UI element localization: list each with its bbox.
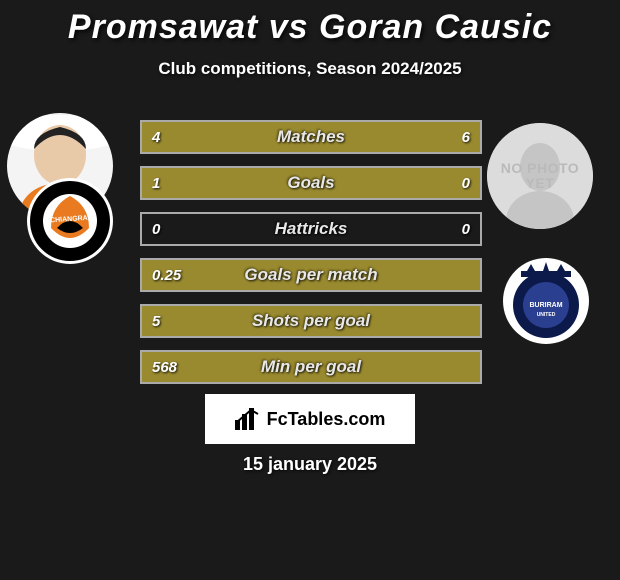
club-badge-right-icon: BURIRAM UNITED (503, 258, 589, 344)
stat-value-left: 0 (152, 214, 160, 244)
stat-label: Matches (142, 122, 480, 152)
club-badge-left-icon: CHIANGRAI (27, 178, 113, 264)
stat-row: Shots per goal5 (140, 304, 482, 338)
fctables-logo-icon (235, 408, 261, 430)
stat-label: Shots per goal (142, 306, 480, 336)
stat-row: Goals per match0.25 (140, 258, 482, 292)
no-photo-text: NO PHOTO YET (501, 160, 579, 191)
badge-right-text-1: BURIRAM (529, 302, 562, 309)
stat-row: Matches4 6 (140, 120, 482, 154)
stat-value-right: 0 (462, 214, 470, 244)
player-left-club-badge: CHIANGRAI (27, 178, 113, 264)
stat-value-right: 0 (462, 168, 470, 198)
stat-value-left: 1 (152, 168, 160, 198)
stat-value-left: 4 (152, 122, 160, 152)
fctables-branding: FcTables.com (205, 394, 415, 444)
stat-value-left: 5 (152, 306, 160, 336)
subtitle: Club competitions, Season 2024/2025 (0, 59, 620, 79)
date-stamp: 15 january 2025 (0, 454, 620, 475)
fctables-text: FcTables.com (267, 409, 386, 430)
page-title: Promsawat vs Goran Causic (0, 0, 620, 47)
stat-row: Hattricks0 0 (140, 212, 482, 246)
no-photo-label: NO PHOTO YET (487, 161, 593, 192)
stats-container: Matches46Goals10Hattricks00Goals per mat… (140, 120, 482, 396)
stat-label: Goals (142, 168, 480, 198)
stat-label: Hattricks (142, 214, 480, 244)
player-right-club-badge: BURIRAM UNITED (503, 258, 589, 344)
stat-row: Goals1 0 (140, 166, 482, 200)
stat-value-right: 6 (462, 122, 470, 152)
player-right-photo: NO PHOTO YET (487, 123, 593, 229)
stat-label: Min per goal (142, 352, 480, 382)
stat-row: Min per goal568 (140, 350, 482, 384)
stat-label: Goals per match (142, 260, 480, 290)
badge-right-text-2: UNITED (537, 312, 556, 318)
stat-value-left: 568 (152, 352, 177, 382)
stat-value-left: 0.25 (152, 260, 181, 290)
